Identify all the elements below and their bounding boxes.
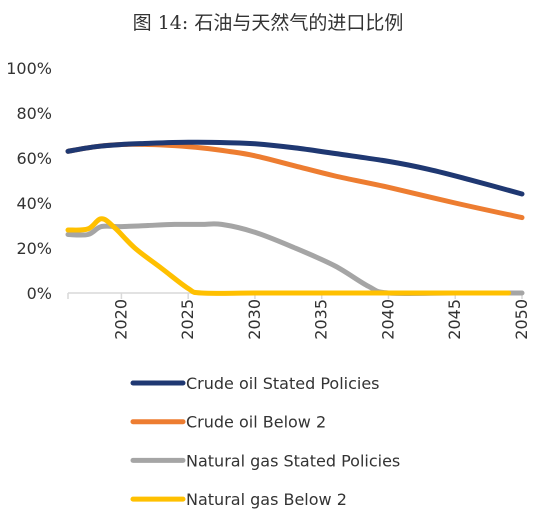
y-tick-label: 20% [16,239,52,258]
series-line-crude-oil-stated-policies [65,139,525,197]
x-tick-label: 2045 [445,299,464,340]
y-tick-label: 80% [16,104,52,123]
x-axis-tick-labels: 2020 2025 2030 2035 2040 2045 2050 [111,299,531,340]
series-lines [65,139,525,296]
x-tick-label: 2035 [312,299,331,340]
series-line-crude-oil-below-2 [65,141,525,221]
y-tick-label: 60% [16,149,52,168]
legend-label-natural-gas-below-2: Natural gas Below 2 [186,490,347,509]
y-axis-tick-labels: 0% 20% 40% 60% 80% 100% [6,59,52,303]
x-tick-label: 2030 [245,299,264,340]
x-tick-label: 2025 [178,299,197,340]
series-line-natural-gas-stated-policies [65,221,525,296]
x-tick-label: 2040 [378,299,397,340]
y-tick-label: 0% [27,284,52,303]
chart-title: 图 14: 石油与天然气的进口比例 [133,12,404,34]
y-tick-label: 40% [16,194,52,213]
x-tick-label: 2050 [512,299,531,340]
series-line-natural-gas-below-2 [65,216,512,296]
legend-label-natural-gas-stated-policies: Natural gas Stated Policies [186,451,400,470]
y-tick-label: 100% [6,59,52,78]
legend: Crude oil Stated Policies Crude oil Below… [130,374,400,509]
legend-label-crude-oil-stated-policies: Crude oil Stated Policies [186,374,380,393]
legend-label-crude-oil-below-2: Crude oil Below 2 [186,413,326,432]
x-tick-label: 2020 [111,299,130,340]
